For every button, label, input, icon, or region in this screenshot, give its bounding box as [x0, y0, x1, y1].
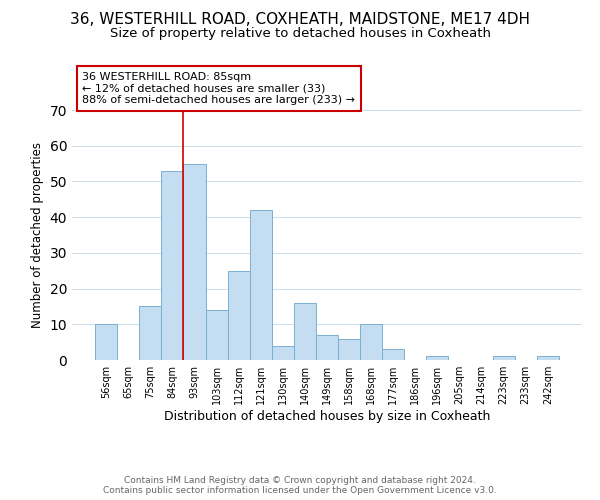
- Bar: [250, 210, 272, 360]
- Bar: [316, 335, 338, 360]
- X-axis label: Distribution of detached houses by size in Coxheath: Distribution of detached houses by size …: [164, 410, 490, 423]
- Bar: [227, 270, 250, 360]
- Y-axis label: Number of detached properties: Number of detached properties: [31, 142, 44, 328]
- Bar: [382, 350, 404, 360]
- Bar: [338, 338, 360, 360]
- Bar: [427, 356, 448, 360]
- Bar: [272, 346, 294, 360]
- Bar: [206, 310, 227, 360]
- Bar: [184, 164, 206, 360]
- Text: 36, WESTERHILL ROAD, COXHEATH, MAIDSTONE, ME17 4DH: 36, WESTERHILL ROAD, COXHEATH, MAIDSTONE…: [70, 12, 530, 28]
- Bar: [360, 324, 382, 360]
- Bar: [139, 306, 161, 360]
- Text: Contains HM Land Registry data © Crown copyright and database right 2024.
Contai: Contains HM Land Registry data © Crown c…: [103, 476, 497, 495]
- Text: 36 WESTERHILL ROAD: 85sqm
← 12% of detached houses are smaller (33)
88% of semi-: 36 WESTERHILL ROAD: 85sqm ← 12% of detac…: [82, 72, 355, 105]
- Bar: [294, 303, 316, 360]
- Bar: [537, 356, 559, 360]
- Bar: [95, 324, 117, 360]
- Text: Size of property relative to detached houses in Coxheath: Size of property relative to detached ho…: [110, 28, 491, 40]
- Bar: [493, 356, 515, 360]
- Bar: [161, 170, 184, 360]
